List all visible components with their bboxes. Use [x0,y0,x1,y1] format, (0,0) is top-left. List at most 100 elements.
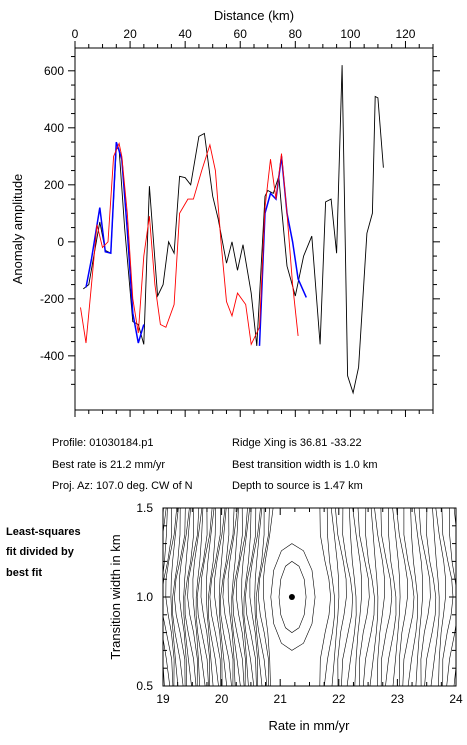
contour-line [163,508,164,521]
side-note-line-3: best fit [6,567,43,579]
contour-line [218,508,227,686]
contour-line [341,508,353,686]
contour-line [392,508,401,686]
contour-line-inner [270,543,316,651]
best-width-text: Best transition width is 1.0 km [232,459,378,471]
side-note-line-2: fit divided by [6,546,74,558]
x-tick-label: 40 [178,27,192,41]
contour-line [249,508,261,686]
anomaly-axis-label: Anomaly amplitude [10,174,25,285]
contour-line [402,508,415,686]
x-tick-label: 80 [289,27,303,41]
rate-tick-label: 19 [156,692,170,706]
contour-line [319,508,331,686]
x-tick-label: 0 [72,27,79,41]
y-tick-label: -200 [40,292,64,306]
contour-line [257,508,270,686]
contour-line [330,508,340,686]
contour-line-inner [278,561,307,633]
contour-line [207,508,219,686]
contour-line [418,508,431,686]
contour-line [458,508,467,686]
contour-line [241,508,250,686]
contour-line [178,508,190,686]
side-note-line-1: Least-squares [6,526,81,538]
contour-line [163,508,174,686]
best-rate-text: Best rate is 21.2 mm/yr [52,459,166,471]
ridge-xing-text: Ridge Xing is 36.81 -33.22 [232,437,362,449]
contour-line [209,508,221,686]
contour-lines [163,508,467,686]
contour-line [413,508,423,686]
distance-axis-label: Distance (km) [214,8,294,23]
contour-line [220,508,232,686]
contour-line [430,508,440,686]
anomaly-series-line-2 [258,156,307,346]
y-tick-label: 400 [44,121,64,135]
contour-line [396,508,408,686]
y-tick-label: 600 [44,64,64,78]
contour-line [435,508,446,686]
depth-text: Depth to source is 1.47 km [232,480,363,492]
contour-line [255,508,268,686]
x-tick-label: 60 [234,27,248,41]
width-tick-label: 1.0 [136,590,153,604]
contour-line [227,508,238,686]
contour-line [200,508,213,686]
width-axis-label: Transition width in km [108,534,123,659]
contour-line [369,508,379,686]
contour-line [380,508,393,686]
anomaly-series-line-0 [83,65,384,395]
contour-line [374,508,385,686]
contour-line [424,508,437,686]
x-tick-label: 100 [340,27,360,41]
contour-line [184,508,197,686]
contour-line [172,508,184,686]
width-tick-label: 1.5 [136,501,153,515]
contour-line [245,508,257,686]
contour-line [192,508,203,686]
anomaly-series-line-3 [80,142,299,346]
rate-tick-label: 22 [332,692,346,706]
contour-line [235,508,248,686]
contour-line [174,508,186,686]
contour-line [195,508,206,686]
contour-line [183,508,192,686]
y-tick-label: 200 [44,178,64,192]
rate-tick-label: 21 [274,692,288,706]
y-tick-label: -400 [40,349,64,363]
contour-line [335,508,347,686]
contour-line [254,508,263,686]
anomaly-axis-ticks: 0 20 40 60 80 100 120 -400 -200 0 200 400 600 [40,27,440,417]
x-tick-label: 20 [123,27,137,41]
contour-line [205,508,215,686]
rate-axis-label: Rate in mm/yr [269,718,351,733]
contour-line [352,508,362,686]
contour-line [231,508,241,686]
contour-line [346,508,357,686]
contour-axis-ticks: 19 20 21 22 23 24 0.5 1.0 1.5 [136,501,463,706]
width-tick-label: 0.5 [136,679,153,693]
contour-line [196,508,209,686]
proj-az-text: Proj. Az: 107.0 deg. CW of N [52,480,193,492]
contour-line [232,508,245,686]
contour-line [385,508,397,686]
contour-line [446,508,456,686]
profile-text: Profile: 01030184.p1 [52,437,154,449]
best-fit-point [288,594,295,600]
contour-line [407,508,418,686]
contour-line [363,508,375,686]
contour-line [263,508,274,686]
contour-line [187,508,200,686]
contour-line [243,508,255,686]
anomaly-series-group [80,65,384,395]
rate-tick-label: 20 [215,692,229,706]
y-tick-label: 0 [57,235,64,249]
rate-tick-label: 23 [391,692,405,706]
contour-line [357,508,370,686]
anomaly-chart: 0 20 40 60 80 100 120 -400 -200 0 200 400 600 Distan… [10,8,440,417]
x-tick-label: 120 [395,27,415,41]
contour-line [324,508,335,686]
contour-line [222,508,235,686]
